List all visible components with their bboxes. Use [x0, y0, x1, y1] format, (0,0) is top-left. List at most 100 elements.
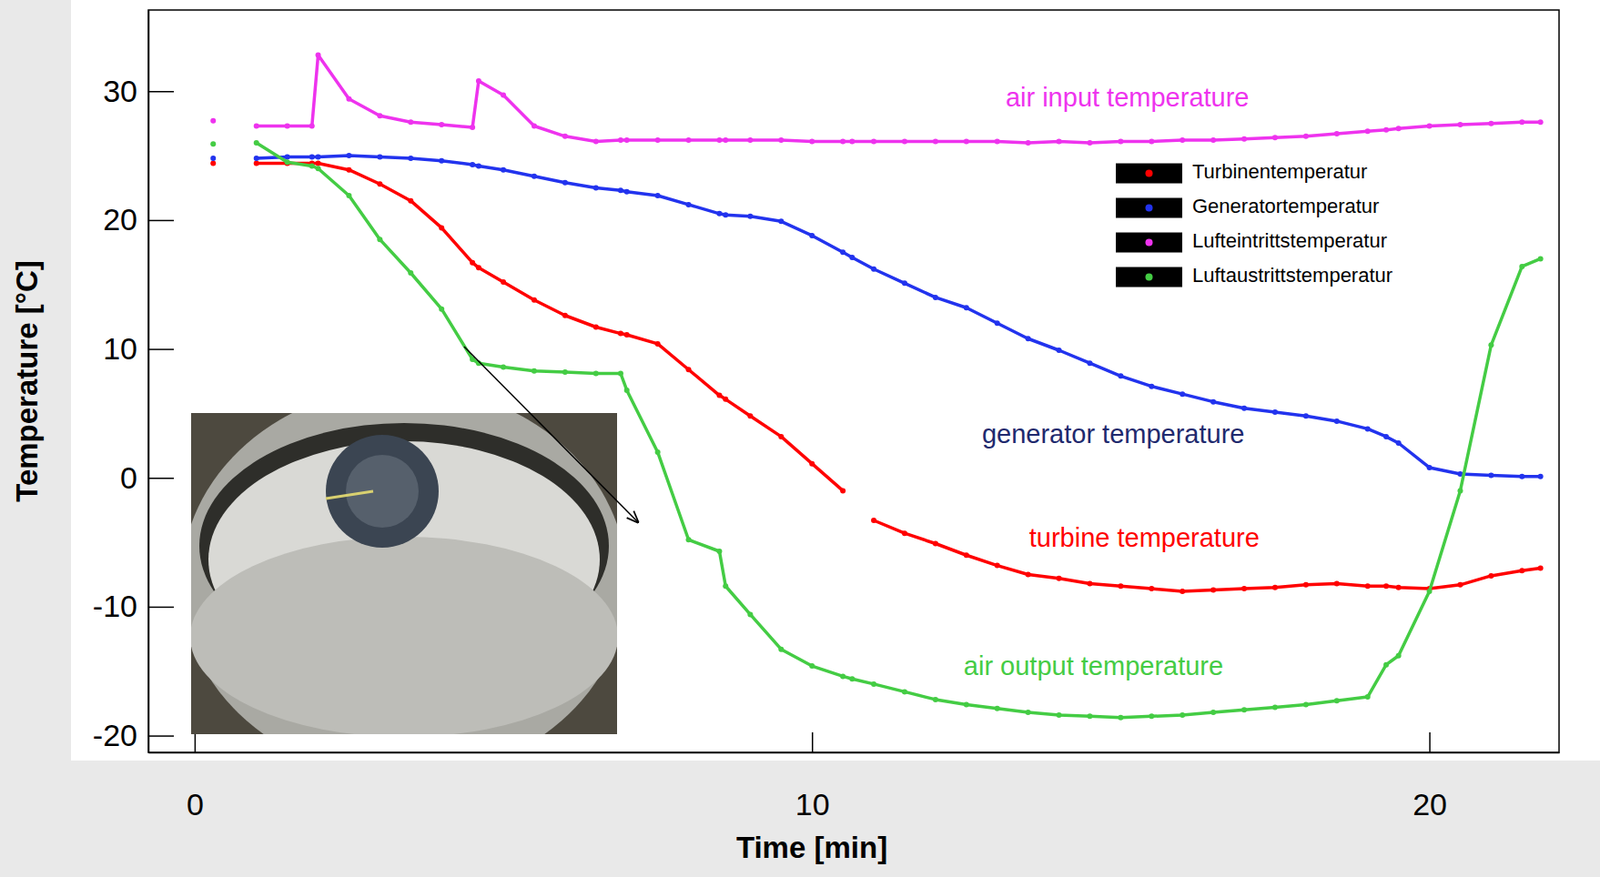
- series-point: [1396, 125, 1402, 132]
- x-axis: 01020: [149, 732, 1560, 822]
- series-point: [1272, 704, 1278, 710]
- legend-marker: [1145, 273, 1154, 282]
- series-point: [901, 688, 908, 695]
- series-point: [1179, 712, 1185, 719]
- series-point: [284, 123, 291, 130]
- series-point: [1148, 586, 1155, 592]
- plot-frame: [148, 10, 1560, 753]
- series-point: [686, 202, 692, 208]
- series-point: [849, 676, 855, 682]
- series-line: [212, 55, 1540, 143]
- series-point: [1365, 694, 1371, 700]
- y-tick: 0: [120, 460, 174, 496]
- series-point: [1334, 698, 1340, 704]
- series-point: [722, 137, 729, 143]
- series-point: [617, 371, 624, 377]
- series-point: [1383, 127, 1389, 133]
- series-point: [1117, 583, 1124, 589]
- series-point: [1117, 139, 1124, 145]
- series-point: [1272, 585, 1278, 591]
- inset-cylinder: [191, 413, 618, 735]
- series-point: [840, 673, 846, 679]
- series-point: [345, 167, 352, 173]
- series-point: [1538, 474, 1544, 480]
- series-point: [376, 154, 383, 161]
- series-point: [376, 181, 383, 187]
- series-point: [655, 341, 661, 347]
- y-tick-mark: [148, 477, 174, 480]
- arrow: [464, 346, 638, 523]
- x-tick-mark: [194, 732, 197, 753]
- series-point: [932, 697, 939, 703]
- series-point: [284, 159, 291, 165]
- series-point: [1365, 583, 1371, 589]
- x-tick-label: 10: [795, 787, 831, 822]
- series-group: [210, 161, 1543, 595]
- series-point: [1056, 576, 1063, 582]
- series-point: [593, 371, 599, 377]
- series-point: [531, 368, 537, 375]
- legend-item: Luftaustrittstemperatur: [1115, 263, 1393, 287]
- series-point: [315, 165, 322, 172]
- series-point: [963, 552, 970, 558]
- legend-label: Generatortemperatur: [1192, 194, 1379, 218]
- series-point: [686, 536, 692, 543]
- series-point: [1488, 342, 1494, 348]
- series-point: [994, 139, 1001, 145]
- series-point: [1518, 263, 1525, 270]
- series-point: [722, 396, 729, 403]
- series-point: [309, 162, 315, 169]
- series-point: [1518, 119, 1525, 125]
- series-point: [901, 139, 908, 145]
- series-point: [1383, 583, 1389, 589]
- series-point: [1303, 413, 1309, 419]
- series-point: [345, 192, 352, 199]
- series-point: [1303, 702, 1309, 709]
- series-point: [870, 681, 877, 688]
- series-point: [747, 137, 753, 143]
- series-point: [210, 155, 216, 162]
- series-point: [284, 154, 291, 161]
- legend: Turbinentemperatur Generatortemperatur Luf…: [1115, 160, 1393, 287]
- y-tick-mark: [148, 91, 174, 93]
- series-point: [686, 137, 692, 143]
- series-point: [624, 332, 630, 338]
- legend-label: Turbinentemperatur: [1192, 160, 1368, 183]
- series-point: [1457, 121, 1463, 128]
- series-point: [655, 192, 661, 199]
- series-point: [309, 154, 315, 161]
- x-tick-mark: [811, 732, 814, 753]
- series-point: [870, 517, 877, 524]
- series-point: [1086, 360, 1093, 366]
- series-point: [376, 112, 383, 119]
- series-point: [469, 260, 476, 266]
- series-point: [1518, 474, 1525, 480]
- series-point: [1488, 121, 1494, 127]
- series-point: [655, 137, 661, 143]
- series-point: [617, 331, 624, 337]
- series-point: [1538, 565, 1544, 571]
- series-point: [438, 158, 445, 164]
- series-point: [624, 137, 630, 143]
- series-point: [1538, 255, 1544, 262]
- series-point: [963, 702, 970, 709]
- series-point: [469, 162, 476, 168]
- series-point: [438, 306, 445, 313]
- series-point: [1148, 139, 1155, 145]
- series-point: [531, 297, 537, 304]
- series-point: [1025, 335, 1032, 342]
- y-tick: 20: [102, 202, 174, 237]
- series-point: [1117, 715, 1124, 721]
- series-point: [309, 123, 315, 130]
- series-point: [407, 270, 414, 276]
- y-tick-label: -10: [92, 588, 138, 624]
- series-point: [901, 280, 908, 286]
- series-point: [1056, 347, 1063, 354]
- inset-hub: [325, 435, 439, 548]
- series-point: [1241, 405, 1247, 412]
- legend-swatch: [1115, 163, 1183, 184]
- series-point: [1241, 707, 1247, 713]
- series-point: [1518, 567, 1525, 574]
- series-point: [994, 320, 1001, 326]
- series-point: [1148, 713, 1155, 719]
